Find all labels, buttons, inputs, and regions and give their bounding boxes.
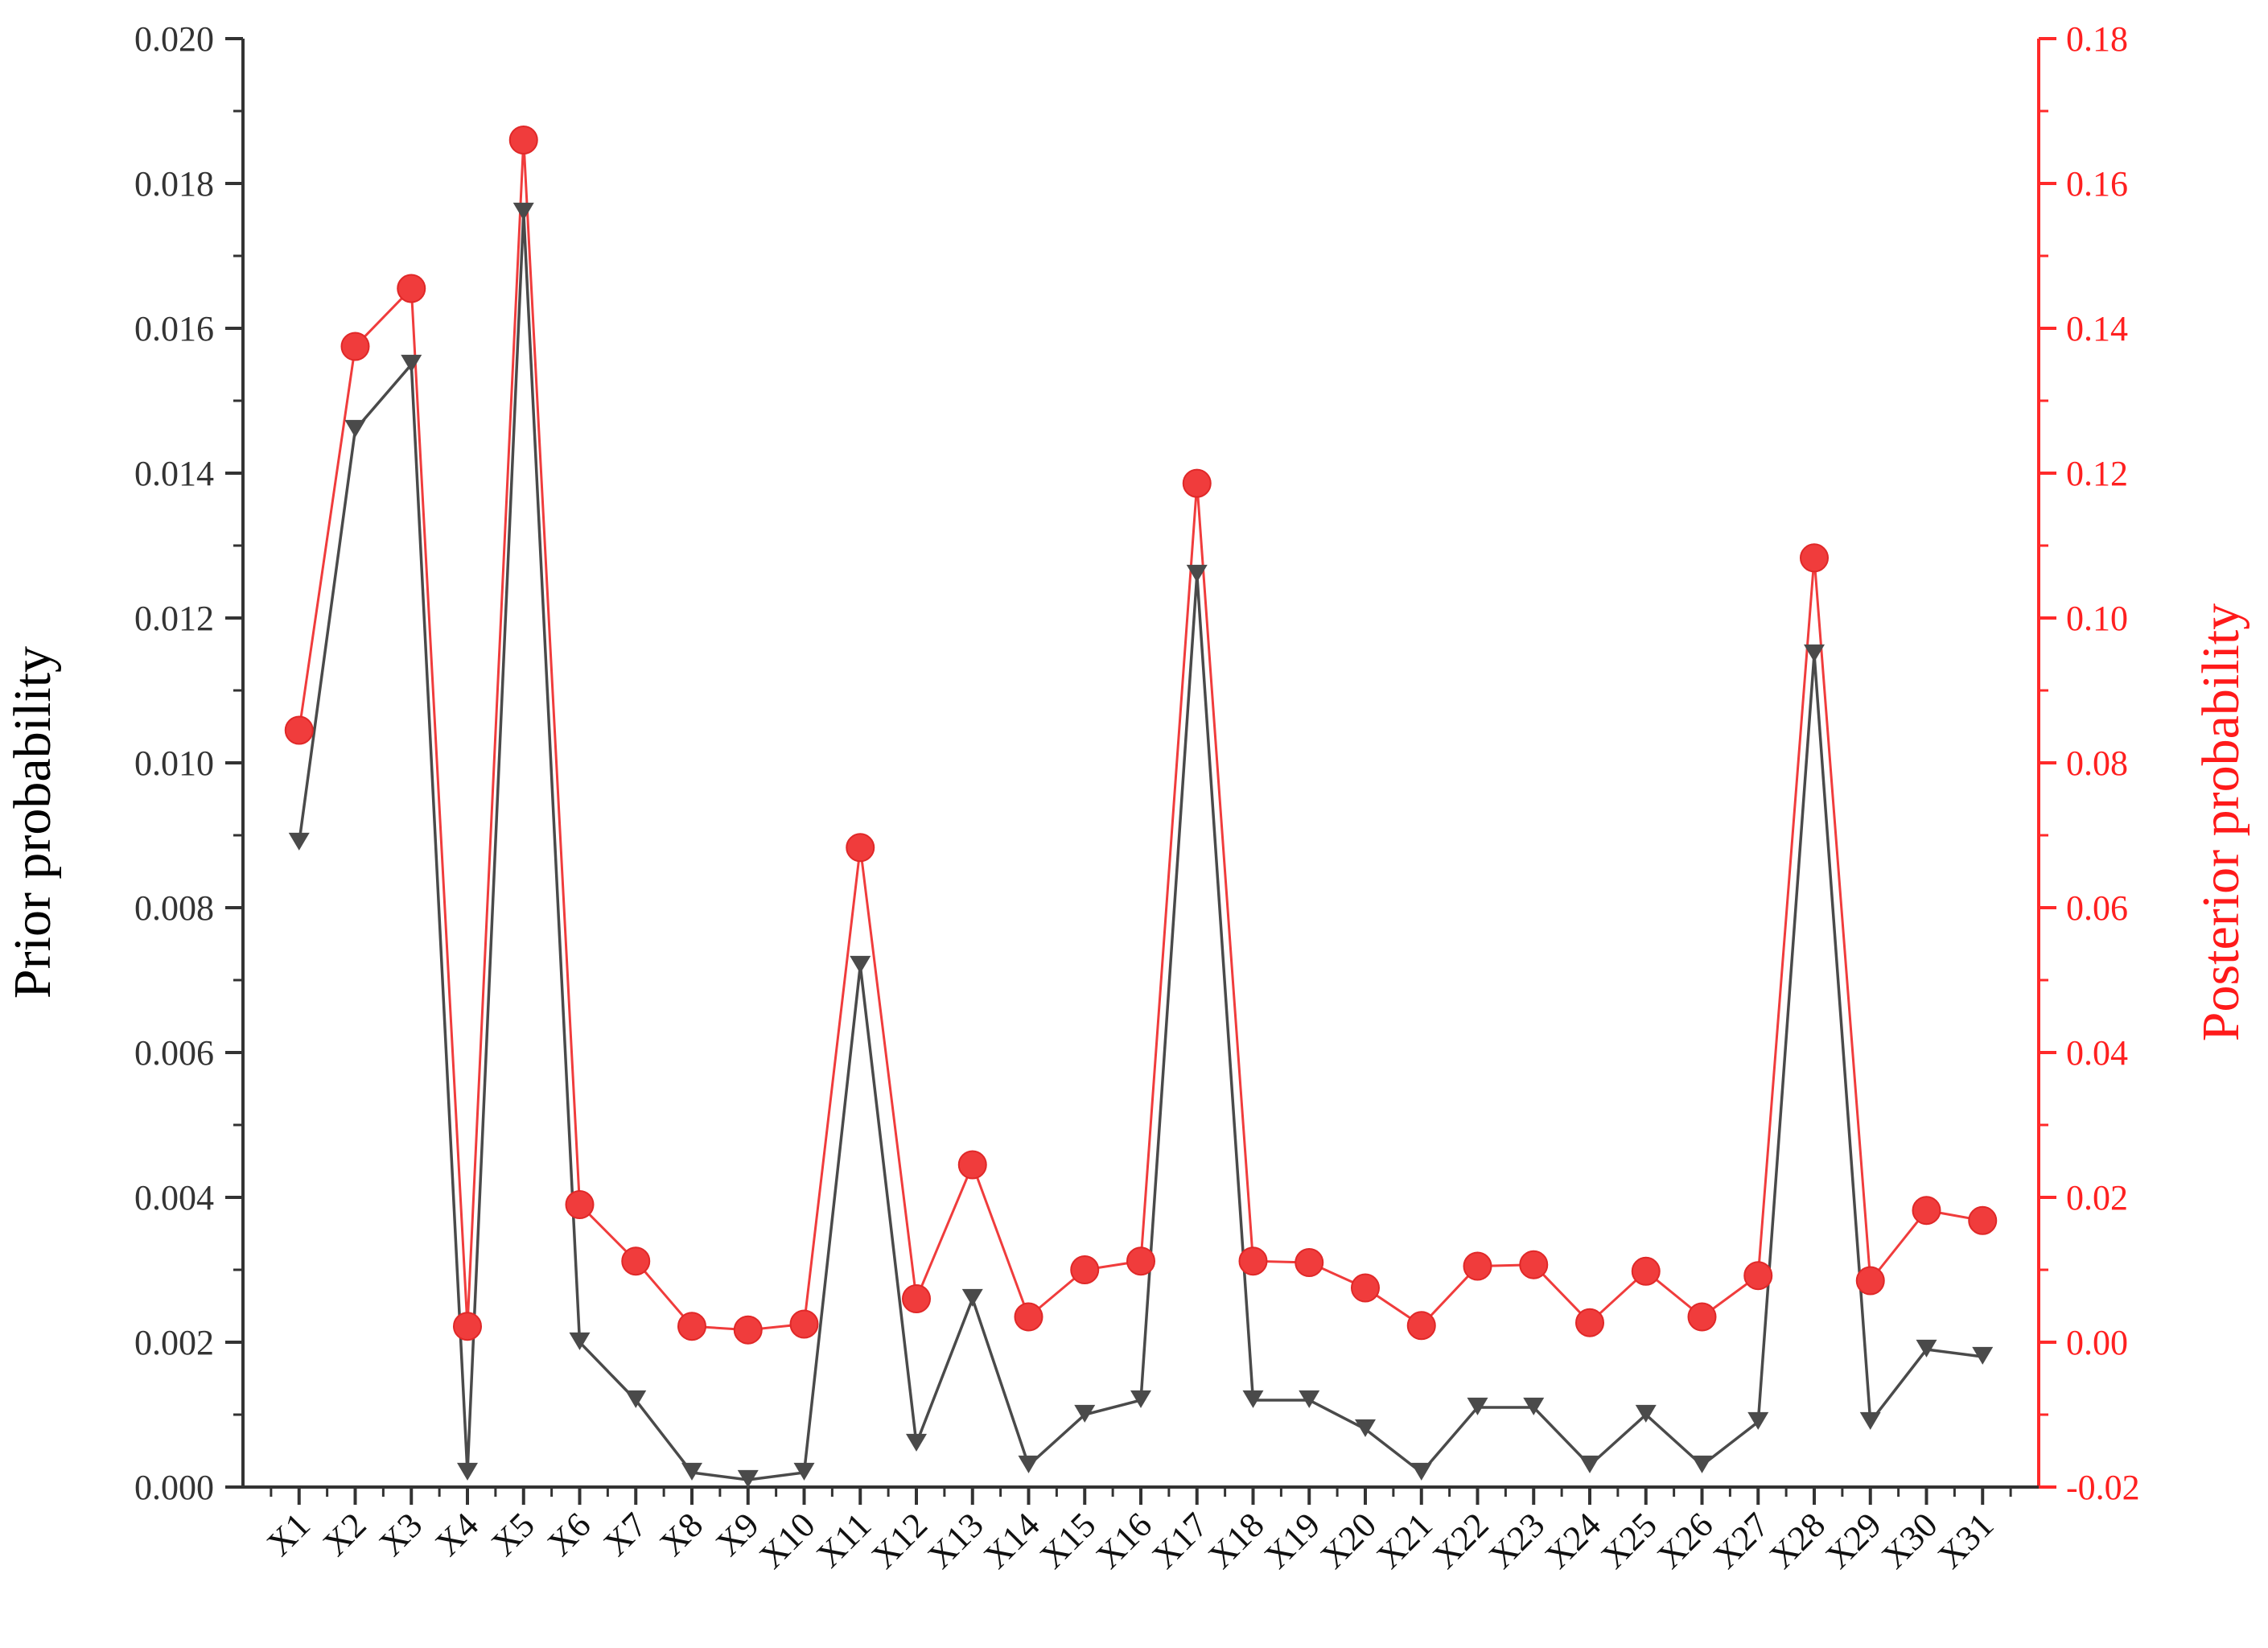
data-point-posterior — [284, 715, 314, 745]
data-point-posterior — [1575, 1308, 1604, 1337]
data-point-posterior — [902, 1284, 931, 1313]
data-point-prior — [512, 202, 534, 220]
y-tick-label-left: 0.010 — [134, 744, 214, 783]
data-point-prior — [793, 1462, 815, 1481]
data-point-prior — [625, 1390, 647, 1408]
y-tick-label-right: 0.06 — [2066, 888, 2128, 928]
y-tick-label-left: 0.016 — [134, 309, 214, 348]
data-point-prior — [569, 1332, 591, 1350]
data-point-prior — [288, 832, 310, 851]
data-point-posterior — [1855, 1266, 1885, 1296]
data-point-prior — [1859, 1411, 1881, 1430]
y-tick-label-left: 0.002 — [134, 1323, 214, 1362]
data-point-prior — [961, 1288, 983, 1307]
y-axis-title-right: Posterior probability — [2192, 604, 2250, 1041]
data-point-posterior — [565, 1190, 595, 1219]
y-tick-label-left: 0.014 — [134, 454, 214, 493]
data-point-posterior — [789, 1309, 819, 1339]
data-point-prior — [906, 1433, 927, 1452]
data-point-posterior — [1968, 1205, 1998, 1235]
data-point-posterior — [1295, 1248, 1324, 1277]
data-point-posterior — [1687, 1302, 1717, 1332]
series-group — [284, 126, 1998, 1488]
data-point-posterior — [957, 1150, 987, 1180]
data-point-posterior — [1351, 1273, 1380, 1303]
data-point-posterior — [1070, 1255, 1100, 1284]
data-point-posterior — [340, 332, 370, 361]
y-tick-label-right: -0.02 — [2066, 1468, 2140, 1507]
data-point-posterior — [1238, 1246, 1268, 1276]
data-point-posterior — [1463, 1251, 1492, 1281]
data-point-prior — [1972, 1346, 1994, 1365]
data-point-posterior — [1014, 1302, 1043, 1332]
y-tick-label-left: 0.008 — [134, 888, 214, 928]
data-point-posterior — [846, 833, 875, 863]
data-point-posterior — [508, 126, 538, 154]
data-point-posterior — [1126, 1246, 1155, 1276]
data-point-prior — [1186, 564, 1208, 583]
data-point-prior — [1074, 1404, 1096, 1423]
data-point-posterior — [1519, 1250, 1549, 1279]
y-tick-label-left: 0.004 — [134, 1178, 214, 1217]
data-point-prior — [1635, 1404, 1657, 1423]
y-tick-label-right: 0.00 — [2066, 1323, 2128, 1362]
y-tick-label-right: 0.14 — [2066, 309, 2128, 348]
y-tick-label-left: 0.018 — [134, 164, 214, 204]
data-point-prior — [1916, 1339, 1937, 1358]
data-point-posterior — [677, 1312, 706, 1341]
y-tick-label-left: 0.020 — [134, 19, 214, 59]
data-point-prior — [681, 1462, 702, 1481]
data-point-posterior — [1912, 1196, 1941, 1226]
y-tick-label-right: 0.08 — [2066, 744, 2128, 783]
y-tick-label-right: 0.16 — [2066, 164, 2128, 204]
data-point-prior — [401, 354, 422, 373]
data-point-prior — [1747, 1411, 1769, 1430]
data-point-prior — [1579, 1455, 1600, 1473]
data-point-prior — [457, 1462, 478, 1481]
y-tick-label-right: 0.18 — [2066, 19, 2128, 59]
data-point-posterior — [1182, 468, 1212, 498]
y-tick-label-right: 0.04 — [2066, 1033, 2128, 1073]
data-point-posterior — [1406, 1311, 1436, 1341]
data-point-prior — [1804, 644, 1825, 662]
data-point-posterior — [733, 1315, 763, 1345]
data-point-prior — [344, 419, 366, 438]
y-axis-title-left: Prior probability — [3, 646, 62, 999]
data-point-prior — [1130, 1390, 1151, 1408]
y-tick-label-right: 0.10 — [2066, 599, 2128, 638]
data-point-posterior — [453, 1312, 482, 1341]
data-point-prior — [1410, 1462, 1432, 1481]
data-point-prior — [737, 1469, 759, 1488]
y-tick-label-left: 0.012 — [134, 599, 214, 638]
y-tick-label-right: 0.12 — [2066, 454, 2128, 493]
data-point-posterior — [397, 274, 426, 303]
data-point-prior — [1523, 1397, 1545, 1415]
data-point-posterior — [621, 1246, 651, 1276]
data-point-posterior — [1743, 1261, 1773, 1291]
data-point-posterior — [1631, 1256, 1661, 1286]
data-point-prior — [1691, 1455, 1713, 1473]
y-tick-label-left: 0.006 — [134, 1033, 214, 1073]
data-point-prior — [1299, 1390, 1320, 1408]
y-tick-label-left: 0.000 — [134, 1468, 214, 1507]
data-point-prior — [850, 955, 871, 974]
data-point-prior — [1018, 1455, 1039, 1473]
data-point-prior — [1355, 1419, 1376, 1437]
data-point-prior — [1467, 1397, 1488, 1415]
data-point-posterior — [1800, 543, 1829, 573]
data-point-prior — [1242, 1390, 1264, 1408]
y-tick-label-right: 0.02 — [2066, 1178, 2128, 1217]
